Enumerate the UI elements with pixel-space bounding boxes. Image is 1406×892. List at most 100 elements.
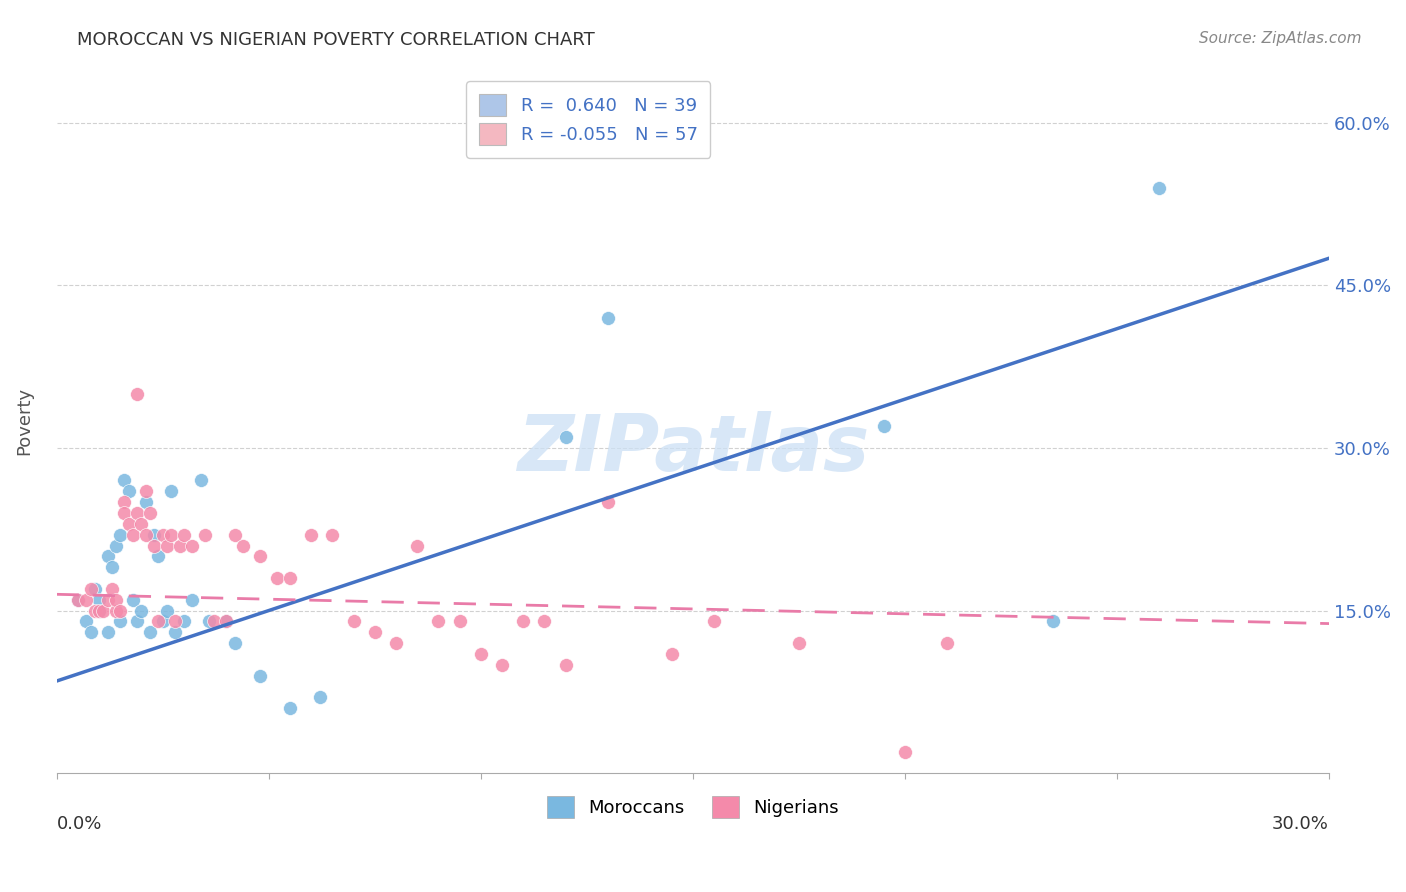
Point xyxy=(703,615,725,629)
Point xyxy=(491,657,513,672)
Point xyxy=(127,386,149,401)
Point xyxy=(202,615,225,629)
Point xyxy=(135,495,157,509)
Point xyxy=(1149,181,1171,195)
Point xyxy=(122,527,145,541)
Point xyxy=(224,527,246,541)
Point xyxy=(936,636,959,650)
Point xyxy=(661,647,683,661)
Point xyxy=(118,516,141,531)
Text: ZIPatlas: ZIPatlas xyxy=(516,411,869,487)
Point xyxy=(83,603,105,617)
Point xyxy=(96,625,118,640)
Point xyxy=(156,539,179,553)
Point xyxy=(87,603,110,617)
Point xyxy=(173,615,195,629)
Point xyxy=(554,430,576,444)
Point xyxy=(165,615,187,629)
Point xyxy=(148,549,170,564)
Point xyxy=(152,615,174,629)
Point xyxy=(91,603,114,617)
Point xyxy=(427,615,450,629)
Point xyxy=(364,625,387,640)
Point xyxy=(169,539,191,553)
Text: MOROCCAN VS NIGERIAN POVERTY CORRELATION CHART: MOROCCAN VS NIGERIAN POVERTY CORRELATION… xyxy=(77,31,595,49)
Text: 30.0%: 30.0% xyxy=(1272,815,1329,833)
Point xyxy=(110,603,132,617)
Point xyxy=(135,484,157,499)
Point xyxy=(139,625,162,640)
Point xyxy=(470,647,492,661)
Point xyxy=(104,592,127,607)
Point xyxy=(787,636,810,650)
Point xyxy=(321,527,343,541)
Point xyxy=(66,592,89,607)
Point xyxy=(104,603,127,617)
Point xyxy=(449,615,471,629)
Legend: Moroccans, Nigerians: Moroccans, Nigerians xyxy=(534,784,852,831)
Point xyxy=(181,592,204,607)
Point xyxy=(342,615,364,629)
Point xyxy=(194,527,217,541)
Point xyxy=(215,615,238,629)
Point xyxy=(87,592,110,607)
Point xyxy=(160,527,183,541)
Point xyxy=(75,592,97,607)
Point xyxy=(148,615,170,629)
Point xyxy=(165,625,187,640)
Text: Source: ZipAtlas.com: Source: ZipAtlas.com xyxy=(1198,31,1361,46)
Point xyxy=(110,615,132,629)
Point xyxy=(152,527,174,541)
Point xyxy=(215,615,238,629)
Point xyxy=(114,506,136,520)
Point xyxy=(385,636,408,650)
Point xyxy=(278,571,301,585)
Point xyxy=(118,484,141,499)
Point xyxy=(131,516,153,531)
Point xyxy=(110,527,132,541)
Point xyxy=(249,549,271,564)
Point xyxy=(232,539,254,553)
Point xyxy=(299,527,322,541)
Point xyxy=(308,690,330,705)
Point xyxy=(135,527,157,541)
Point xyxy=(596,495,619,509)
Point xyxy=(96,549,118,564)
Point xyxy=(512,615,534,629)
Point xyxy=(181,539,204,553)
Point xyxy=(100,560,122,574)
Point xyxy=(278,701,301,715)
Point xyxy=(79,625,101,640)
Point xyxy=(1042,615,1064,629)
Point xyxy=(104,539,127,553)
Point xyxy=(533,615,555,629)
Point xyxy=(190,474,212,488)
Point xyxy=(249,668,271,682)
Point xyxy=(83,582,105,596)
Point xyxy=(114,474,136,488)
Point xyxy=(79,582,101,596)
Point xyxy=(894,744,917,758)
Text: 0.0%: 0.0% xyxy=(56,815,103,833)
Point xyxy=(139,506,162,520)
Point xyxy=(554,657,576,672)
Point xyxy=(131,603,153,617)
Point xyxy=(224,636,246,650)
Point xyxy=(156,603,179,617)
Point xyxy=(100,582,122,596)
Point xyxy=(266,571,288,585)
Point xyxy=(143,539,166,553)
Point xyxy=(114,495,136,509)
Point xyxy=(873,419,896,434)
Point xyxy=(173,527,195,541)
Point xyxy=(198,615,221,629)
Point xyxy=(127,506,149,520)
Point xyxy=(406,539,429,553)
Point xyxy=(160,484,183,499)
Point xyxy=(66,592,89,607)
Point xyxy=(122,592,145,607)
Point xyxy=(75,615,97,629)
Point xyxy=(96,592,118,607)
Point xyxy=(127,615,149,629)
Point xyxy=(143,527,166,541)
